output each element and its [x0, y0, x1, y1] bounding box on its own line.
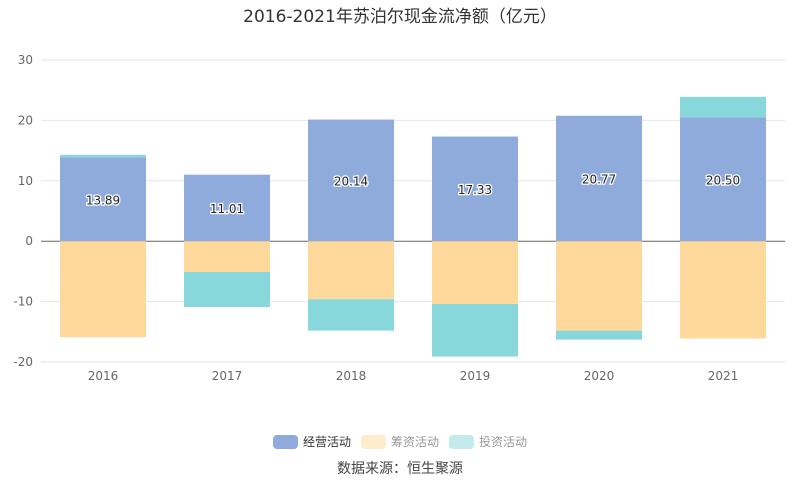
- bar-segment: [308, 299, 394, 331]
- x-tick-label: 2016: [88, 369, 119, 383]
- bar-segment: [556, 241, 642, 331]
- bar-segment: [308, 119, 394, 242]
- legend-swatch: [449, 434, 474, 449]
- x-tick-label: 2018: [336, 369, 367, 383]
- bar-chart: -20 -10 0 10 20 30 13.89 2016 11.01 2017 20.14 2018…: [13, 53, 785, 383]
- bar-segment: [60, 157, 146, 242]
- legend-item-financing[interactable]: 筹资活动: [360, 433, 439, 450]
- data-label: 20.77: [582, 172, 616, 186]
- legend-item-operating[interactable]: 经营活动: [272, 433, 351, 450]
- y-tick-label: 30: [18, 53, 33, 67]
- data-label: 20.50: [706, 173, 740, 187]
- bar-segment: [432, 304, 518, 357]
- legend-label: 投资活动: [479, 435, 528, 449]
- y-tick-label: 10: [18, 174, 33, 188]
- bar-segment: [60, 154, 146, 158]
- bar-segment: [184, 174, 270, 242]
- bar-segment: [308, 241, 394, 300]
- x-tick-label: 2021: [708, 369, 739, 383]
- legend-swatch: [272, 434, 298, 449]
- x-tick-label: 2017: [212, 369, 243, 383]
- data-label: 13.89: [86, 193, 120, 207]
- bar-segment: [432, 136, 518, 242]
- bar-segment: [184, 241, 270, 273]
- data-label: 20.14: [334, 174, 368, 188]
- bar-segment: [60, 241, 146, 338]
- legend-swatch: [360, 434, 386, 449]
- bar-segment: [184, 272, 270, 308]
- chart-title: 2016-2021年苏泊尔现金流净额（亿元）: [243, 7, 557, 27]
- y-tick-label: -10: [13, 295, 33, 309]
- y-tick-label: -20: [13, 355, 33, 369]
- y-tick-label: 20: [18, 113, 33, 127]
- bar-segment: [432, 241, 518, 305]
- x-tick-label: 2020: [584, 369, 615, 383]
- bar-segment: [680, 96, 766, 118]
- x-tick-label: 2019: [460, 369, 491, 383]
- data-label: 17.33: [458, 183, 492, 197]
- data-label: 11.01: [210, 202, 244, 216]
- bar-segment: [556, 115, 642, 242]
- legend-label: 筹资活动: [390, 435, 439, 449]
- legend-label: 经营活动: [302, 435, 351, 449]
- legend: 经营活动 筹资活动 投资活动: [0, 433, 800, 450]
- bar-segment: [556, 330, 642, 340]
- bar-segment: [680, 241, 766, 339]
- bar-segment: [680, 117, 766, 242]
- data-source: 数据来源：恒生聚源: [337, 461, 463, 477]
- y-tick-label: 0: [25, 234, 33, 248]
- legend-item-investing[interactable]: 投资活动: [449, 433, 527, 450]
